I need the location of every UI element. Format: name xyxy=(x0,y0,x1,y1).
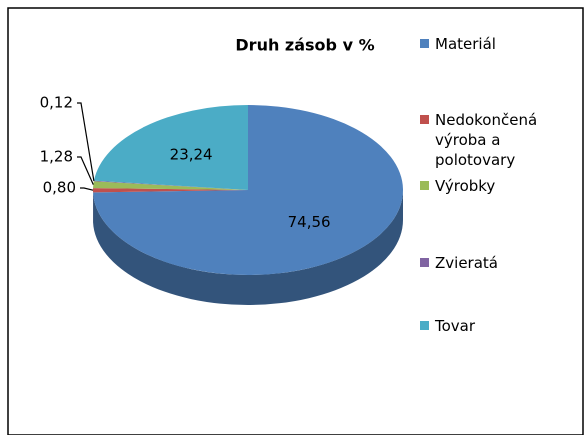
legend-item: Materiál xyxy=(420,34,565,54)
legend-label: Tovar xyxy=(435,317,476,335)
data-label: 74,56 xyxy=(288,213,331,231)
leader-line xyxy=(77,156,94,185)
legend-label: Zvieratá xyxy=(435,254,498,272)
legend-label: Nedokončená výroba a polotovary xyxy=(435,111,538,169)
pie-slice xyxy=(93,105,403,275)
legend-item: Zvieratá xyxy=(420,253,565,273)
legend-swatch xyxy=(420,39,429,48)
pie-slice xyxy=(93,181,249,190)
pie-slice xyxy=(93,188,248,193)
legend-swatch xyxy=(420,181,429,190)
legend-label: Materiál xyxy=(435,35,496,53)
leader-line xyxy=(80,187,94,191)
data-label: 1,28 xyxy=(40,148,73,166)
leader-line xyxy=(77,102,95,182)
data-label: 23,24 xyxy=(170,146,213,164)
legend-item: Tovar xyxy=(420,316,565,336)
legend-swatch xyxy=(420,321,429,330)
pie-side xyxy=(93,190,403,306)
pie-slice xyxy=(93,105,248,190)
legend-swatch xyxy=(420,258,429,267)
legend-label: Výrobky xyxy=(435,177,496,195)
data-label: 0,80 xyxy=(43,179,76,197)
chart-title: Druh zásob v % xyxy=(235,36,374,55)
legend-item: Výrobky xyxy=(420,176,565,196)
data-label: 0,12 xyxy=(40,94,73,112)
legend-swatch xyxy=(420,115,429,124)
legend-item: Nedokončená výroba a polotovary xyxy=(420,110,565,170)
pie-slice xyxy=(93,180,248,190)
